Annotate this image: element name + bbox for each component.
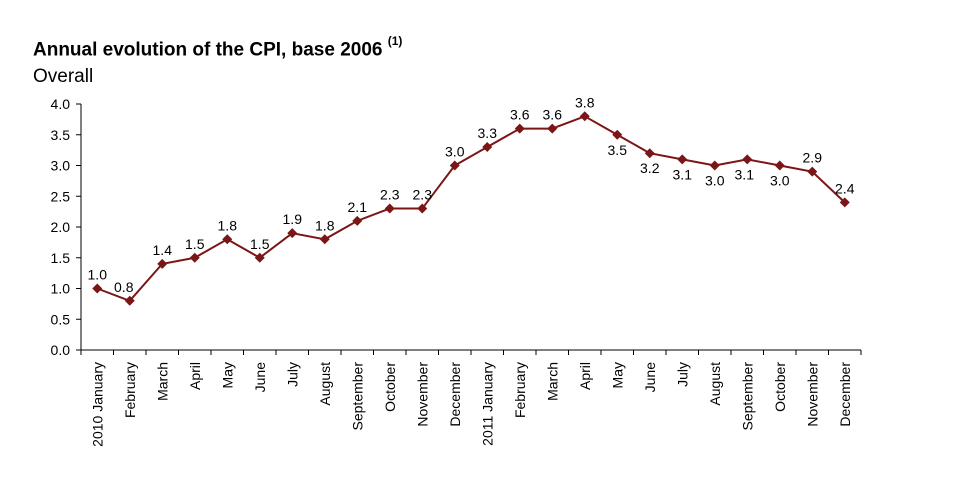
data-label: 3.6	[510, 107, 530, 123]
x-tick-label: 2010 January	[89, 362, 105, 447]
x-tick-label: December	[447, 362, 463, 427]
y-tick-label: 3.0	[51, 158, 71, 174]
data-label: 1.5	[185, 236, 205, 252]
data-point	[352, 215, 363, 226]
data-label: 1.0	[88, 267, 108, 283]
data-point	[449, 160, 460, 171]
y-tick-label: 2.5	[51, 188, 71, 204]
x-tick-label: December	[837, 362, 853, 427]
x-tick-label: May	[609, 362, 625, 388]
y-tick-label: 4.0	[51, 96, 71, 112]
data-label: 1.4	[153, 242, 173, 258]
data-label: 0.8	[114, 279, 134, 295]
data-label: 2.3	[380, 187, 400, 203]
data-point	[547, 123, 558, 134]
data-label: 3.0	[445, 144, 465, 160]
y-tick-label: 0.5	[51, 311, 71, 327]
data-point	[612, 129, 623, 140]
data-label: 3.0	[770, 173, 790, 189]
data-label: 2.9	[803, 150, 823, 166]
data-point	[222, 234, 233, 245]
title-footnote: (1)	[387, 34, 403, 48]
y-tick-label: 1.5	[51, 250, 71, 266]
data-point	[92, 283, 103, 294]
data-label: 1.5	[250, 236, 270, 252]
x-tick-label: April	[577, 362, 593, 390]
data-label: 1.8	[315, 217, 335, 233]
data-point	[579, 111, 590, 122]
y-tick-label: 3.5	[51, 127, 71, 143]
data-point	[644, 148, 655, 159]
x-tick-label: July	[674, 362, 690, 387]
x-tick-label: March	[544, 362, 560, 401]
data-label: 3.2	[640, 160, 660, 176]
data-point	[287, 228, 298, 239]
data-point	[774, 160, 785, 171]
data-label: 3.6	[543, 107, 563, 123]
x-tick-label: August	[707, 362, 723, 406]
data-point	[124, 295, 135, 306]
x-tick-label: November	[414, 362, 430, 427]
data-label: 1.8	[218, 217, 238, 233]
x-tick-label: July	[284, 362, 300, 387]
data-point	[254, 252, 265, 263]
x-tick-label: August	[317, 362, 333, 406]
x-tick-label: October	[382, 362, 398, 412]
x-tick-label: May	[219, 362, 235, 388]
data-label: 3.0	[705, 173, 725, 189]
data-point	[709, 160, 720, 171]
x-tick-label: March	[154, 362, 170, 401]
data-point	[807, 166, 818, 177]
data-label: 3.8	[575, 94, 595, 110]
x-tick-label: October	[772, 362, 788, 412]
x-tick-label: September	[739, 362, 755, 431]
data-label: 3.5	[608, 142, 628, 158]
data-point	[482, 142, 493, 153]
x-tick-label: June	[252, 362, 268, 393]
data-label: 2.4	[835, 180, 855, 196]
data-label: 3.1	[673, 166, 693, 182]
x-tick-label: November	[804, 362, 820, 427]
data-point	[384, 203, 395, 214]
x-tick-label: 2011 January	[479, 362, 495, 446]
x-tick-label: September	[349, 362, 365, 431]
y-tick-label: 1.0	[51, 281, 71, 297]
data-label: 3.3	[478, 125, 498, 141]
data-point	[189, 252, 200, 263]
data-point	[417, 203, 428, 214]
y-tick-label: 0.0	[51, 342, 71, 358]
data-point	[839, 197, 850, 208]
data-point	[319, 234, 330, 245]
series-line	[96, 115, 846, 302]
x-tick-label: April	[187, 362, 203, 390]
data-label: 1.9	[283, 211, 303, 227]
data-label: 2.3	[413, 187, 433, 203]
chart-title: Annual evolution of the CPI, base 2006 (…	[33, 34, 403, 61]
chart-subtitle: Overall	[33, 66, 94, 87]
x-tick-label: February	[122, 362, 138, 418]
chart-title-text: Annual evolution of the CPI, base 2006	[33, 39, 383, 61]
data-point	[742, 154, 753, 165]
data-point	[157, 258, 168, 269]
x-tick-label: June	[642, 362, 658, 393]
data-label: 2.1	[348, 199, 368, 215]
data-label: 3.1	[735, 166, 755, 182]
data-point	[514, 123, 525, 134]
y-tick-label: 2.0	[51, 219, 71, 235]
x-tick-label: February	[512, 362, 528, 418]
data-point	[677, 154, 688, 165]
